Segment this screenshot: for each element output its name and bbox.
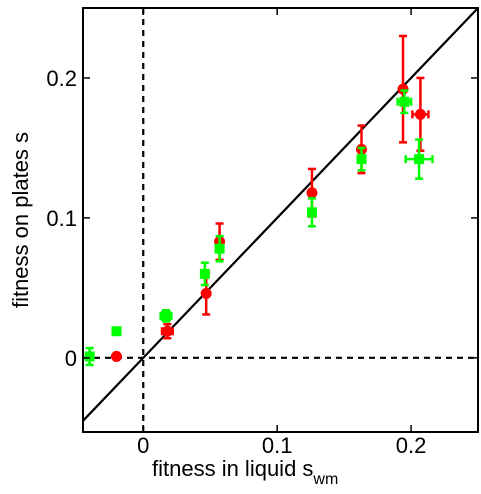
data-point-square xyxy=(214,243,225,254)
plot-frame xyxy=(82,7,479,433)
data-point-square xyxy=(111,326,122,337)
data-point-square xyxy=(84,351,95,362)
series-2 xyxy=(84,89,434,367)
data-point-square xyxy=(399,96,410,107)
data-point-square xyxy=(199,268,210,279)
data-point-square xyxy=(356,154,367,165)
axis-ticks: 0 0.1 0.2 0 0.1 0.2 xyxy=(46,8,478,458)
y-tick-label: 0.1 xyxy=(46,206,77,231)
data-point-circle xyxy=(161,325,173,337)
data-point-circle xyxy=(110,350,122,362)
data-point-square xyxy=(414,154,425,165)
x-axis-title: fitness in liquid swm xyxy=(152,456,338,488)
data-point-circle xyxy=(414,108,426,120)
reference-lines xyxy=(82,7,479,432)
series-1 xyxy=(110,34,430,362)
data-point-circle xyxy=(200,287,212,299)
data-point-square xyxy=(306,207,317,218)
y-tick-label: 0 xyxy=(65,346,77,371)
y-tick-label: 0.2 xyxy=(46,66,77,91)
diagonal-reference-line xyxy=(82,7,479,422)
y-axis-title: fitness on plates s xyxy=(8,132,33,308)
data-point-square xyxy=(161,310,172,321)
data-point-circle xyxy=(397,83,409,95)
x-tick-label: 0.1 xyxy=(262,433,293,458)
x-tick-label: 0 xyxy=(137,433,149,458)
data-point-circle xyxy=(306,187,318,199)
x-axis-title-subscript: wm xyxy=(312,471,338,488)
data-marks xyxy=(84,34,434,367)
x-tick-label: 0.2 xyxy=(396,433,427,458)
